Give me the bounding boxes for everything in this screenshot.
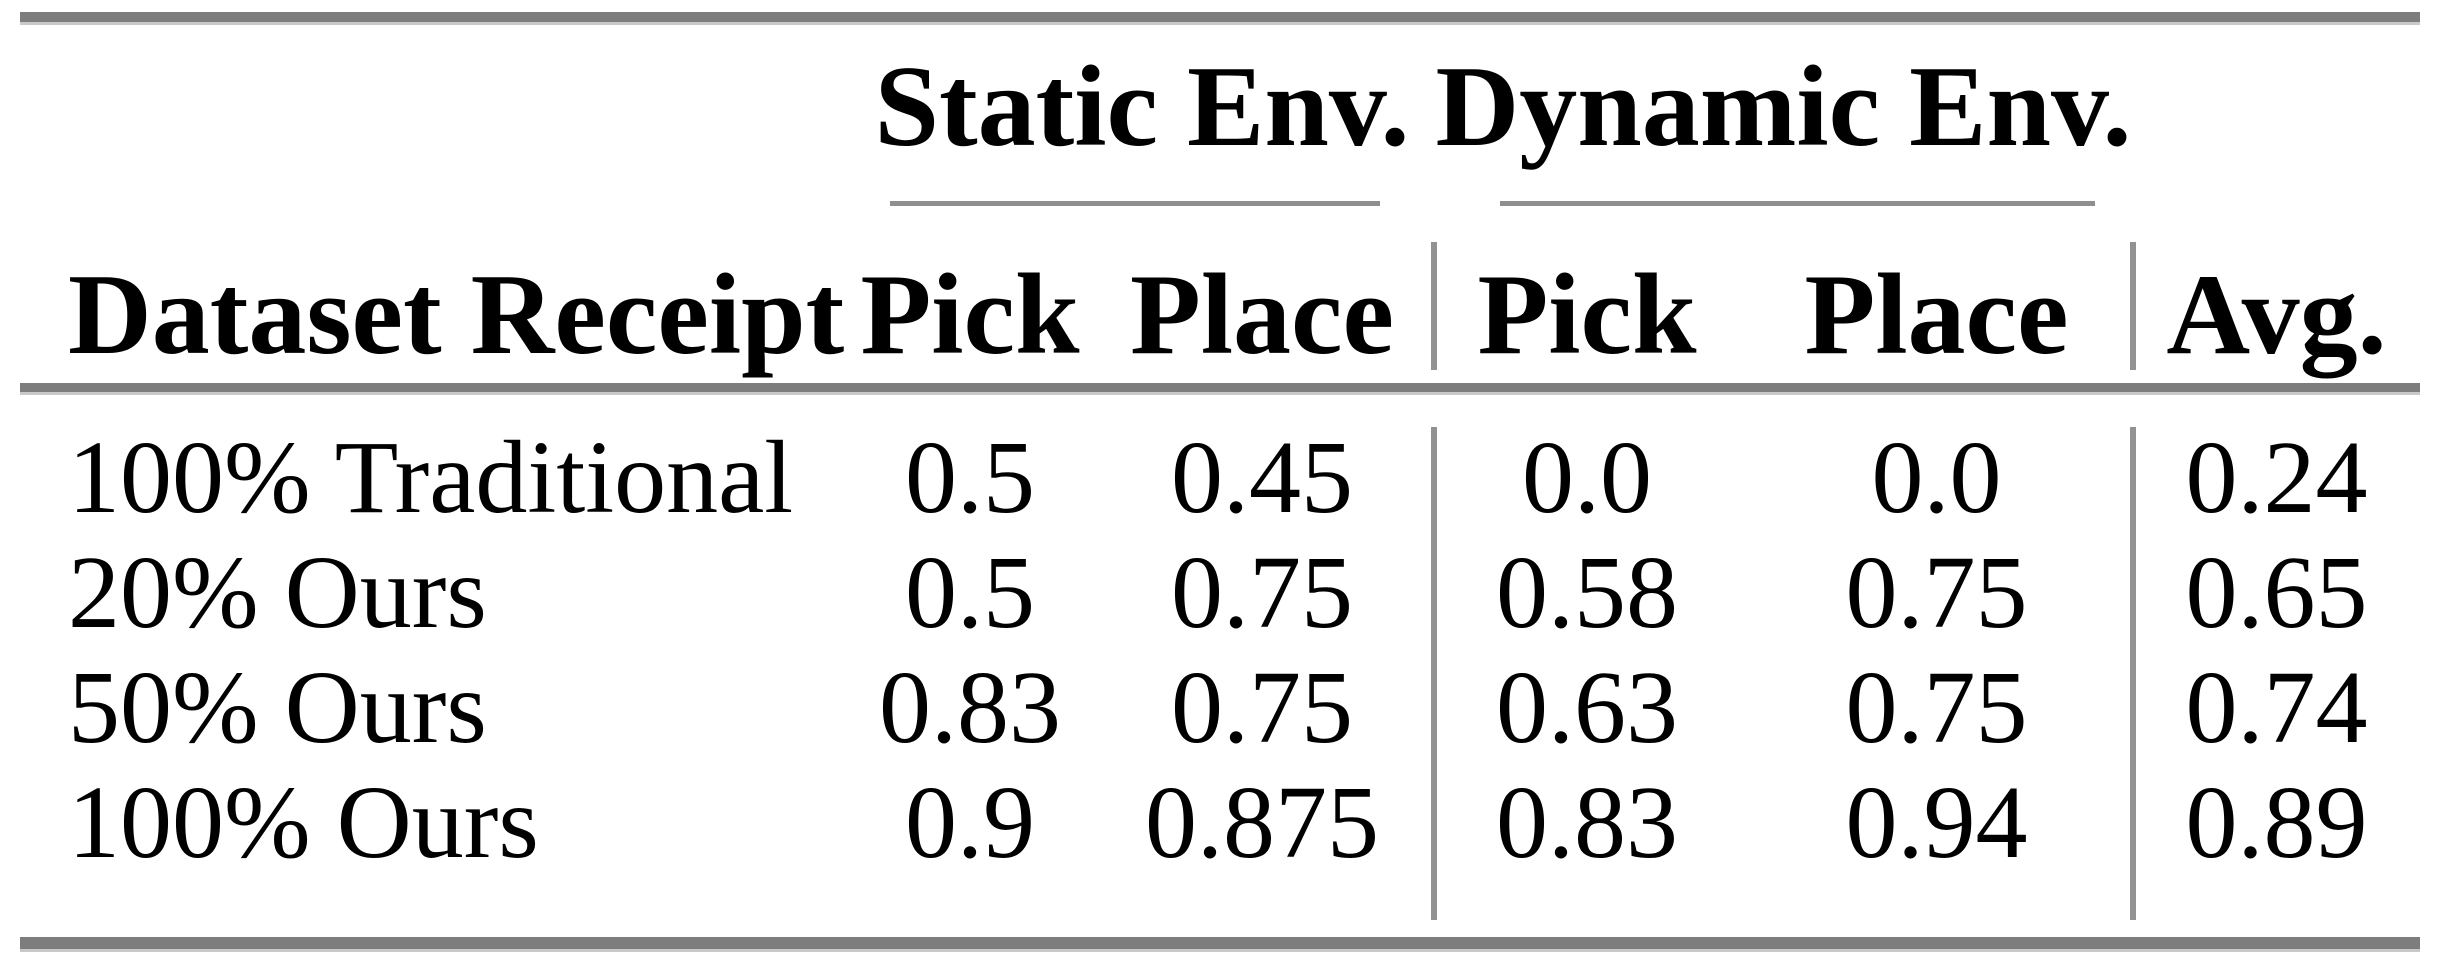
column-header-dataset-receipt: Dataset Receipt [68,251,845,379]
vertical-rule-avg-header [2130,242,2136,370]
top-rule [20,12,2420,25]
cell-static-place: 0.45 [1171,419,1353,535]
cell-dataset: 20% Ours [68,534,487,650]
column-header-dynamic-pick: Pick [1477,251,1697,379]
cell-static-place: 0.875 [1145,764,1379,880]
cell-avg: 0.89 [2185,764,2368,880]
table-row: 100% Traditional 0.5 0.45 0.0 0.0 0.24 [20,410,2420,544]
cell-avg: 0.24 [2185,419,2368,535]
cell-static-pick: 0.5 [905,419,1035,535]
table-row: 20% Ours 0.5 0.75 0.58 0.75 0.65 [20,525,2420,659]
cell-dynamic-place: 0.94 [1845,764,2028,880]
cmidrule-static-env [890,201,1380,206]
bottom-rule [20,937,2420,952]
column-header-row: Dataset Receipt Pick Place Pick Place Av… [20,248,2420,383]
cell-static-place: 0.75 [1171,534,1353,650]
group-header-dynamic-env: Dynamic Env. [1434,40,2133,175]
column-header-static-place: Place [1129,251,1395,379]
cell-dataset: 100% Traditional [68,419,794,535]
cell-dynamic-pick: 0.58 [1496,534,1678,650]
table-row: 100% Ours 0.9 0.875 0.83 0.94 0.89 [20,755,2420,889]
vertical-rule-avg-body [2130,427,2136,920]
cell-static-pick: 0.83 [879,649,1061,765]
group-header-static-env: Static Env. [850,40,1434,175]
header-separator-rule-shadow [20,392,2420,395]
cell-static-place: 0.75 [1171,649,1353,765]
group-header-static-env-label: Static Env. [874,43,1410,171]
top-rule-shadow [20,22,2420,25]
cell-dynamic-place: 0.75 [1845,534,2028,650]
vertical-rule-dynamic-body [1431,427,1437,920]
cell-avg: 0.74 [2185,649,2368,765]
bottom-rule-shadow [20,949,2420,952]
cell-static-pick: 0.9 [905,764,1035,880]
vertical-rule-dynamic-header [1431,242,1437,370]
table-row: 50% Ours 0.83 0.75 0.63 0.75 0.74 [20,640,2420,774]
cell-avg: 0.65 [2185,534,2368,650]
cell-static-pick: 0.5 [905,534,1035,650]
cell-dynamic-place: 0.0 [1871,419,2002,535]
column-header-dynamic-place: Place [1804,251,2069,379]
column-header-avg: Avg. [2166,251,2387,379]
cell-dynamic-place: 0.75 [1845,649,2028,765]
group-header-dynamic-env-label: Dynamic Env. [1435,43,2132,171]
cell-dynamic-pick: 0.0 [1522,419,1652,535]
cell-dynamic-pick: 0.63 [1496,649,1678,765]
cell-dataset: 50% Ours [68,649,487,765]
cell-dynamic-pick: 0.83 [1496,764,1678,880]
header-separator-rule [20,383,2420,395]
column-header-static-pick: Pick [860,251,1080,379]
cell-dataset: 100% Ours [68,764,539,880]
cmidrule-dynamic-env [1500,201,2095,206]
